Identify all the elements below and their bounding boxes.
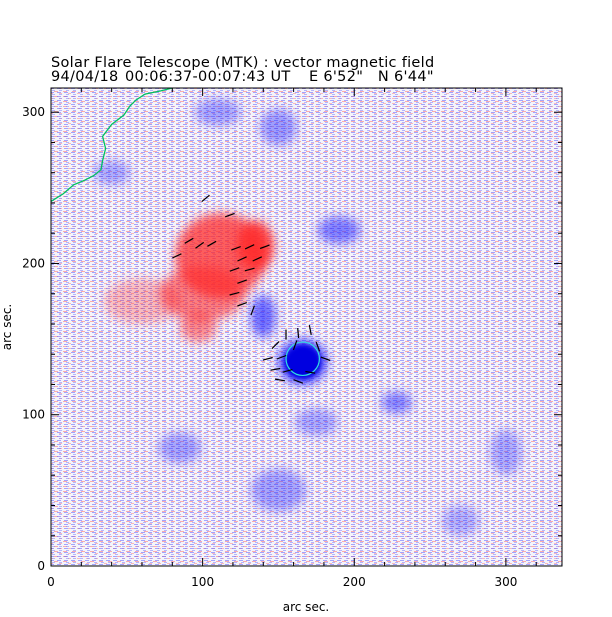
field-vector (184, 237, 194, 244)
y-axis-label: arc sec. (0, 304, 14, 350)
region-negative-patch-center (295, 408, 338, 436)
field-vector (259, 244, 270, 250)
region-negative-patch-east (381, 392, 412, 414)
plot-frame (50, 87, 563, 567)
field-vector (292, 340, 298, 351)
field-vector (315, 341, 321, 352)
region-negative-patch-ne (260, 109, 297, 146)
field-vector (305, 370, 316, 374)
field-vector (274, 378, 286, 382)
observation-time: 00:06:37-00:07:43 UT (125, 69, 291, 85)
region-negative-patch-south (251, 469, 306, 512)
y-tick-label: 100 (22, 408, 45, 422)
field-vector (237, 256, 247, 262)
field-vector (207, 240, 217, 247)
region-positive-plage-south (179, 311, 217, 343)
noise-background-negative (51, 88, 562, 566)
y-tick-label: 200 (22, 256, 45, 270)
x-axis-label: arc sec. (283, 600, 329, 614)
transverse-field-vectors (172, 194, 331, 384)
field-vector (201, 194, 210, 203)
field-vector (224, 212, 235, 218)
observation-date: 94/04/18 (51, 69, 119, 85)
region-negative-patch-top (195, 98, 241, 126)
field-vector (172, 253, 182, 259)
chart-title: Solar Flare Telescope (MTK) : vector mag… (51, 55, 435, 71)
contours (51, 88, 320, 377)
field-vector (229, 291, 240, 296)
y-axis: 0 100 200 300 (22, 105, 562, 573)
umbra-contour (285, 341, 320, 377)
field-vector (252, 256, 263, 262)
x-tick-label: 200 (343, 575, 366, 589)
region-negative-patch-nw (93, 160, 130, 185)
field-vector (282, 369, 293, 373)
x-tick-label: 0 (47, 575, 55, 589)
field-vector (229, 267, 240, 272)
field-vector (237, 302, 248, 307)
field-vector (271, 341, 280, 350)
field-vector (293, 379, 304, 384)
field-vector (262, 356, 273, 361)
region-negative-patch-far-east (490, 429, 522, 476)
x-axis: 0 100 200 300 (47, 88, 537, 589)
y-tick-label: 300 (22, 105, 45, 119)
field-vector (231, 246, 241, 251)
region-negative-patch-north (317, 216, 361, 244)
region-negative-patch-se (442, 505, 479, 536)
limb-contour (51, 88, 173, 202)
field-vector (276, 354, 287, 360)
y-tick-label: 0 (37, 559, 45, 573)
field-vector (250, 305, 255, 316)
x-tick-label: 300 (494, 575, 517, 589)
region-positive-faint-west (104, 278, 180, 324)
field-vector (237, 279, 248, 284)
region-negative-patch-sw (158, 432, 202, 464)
field-vector (320, 356, 331, 362)
region-negative-lane (251, 295, 276, 338)
plot-area (51, 88, 562, 566)
field-vector (270, 367, 281, 371)
field-vector (308, 324, 312, 336)
field-vector (195, 241, 205, 249)
observation-position: E 6'52" N 6'44" (309, 69, 434, 85)
sunspot-core (284, 344, 321, 379)
field-vector (244, 244, 255, 250)
x-tick-label: 100 (191, 575, 214, 589)
region-positive-plage-tail (160, 266, 246, 321)
field-vector (244, 267, 255, 272)
field-vector (297, 328, 300, 339)
